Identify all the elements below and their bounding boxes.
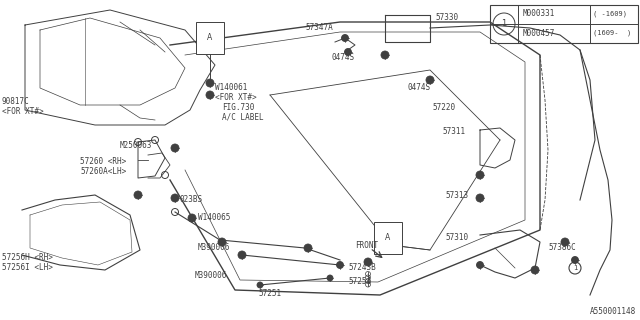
Text: 0474S: 0474S	[332, 53, 355, 62]
Text: <FOR XT#>: <FOR XT#>	[215, 92, 257, 101]
Text: 1: 1	[573, 265, 577, 271]
Circle shape	[477, 261, 483, 268]
Circle shape	[171, 144, 179, 152]
Text: M390006: M390006	[198, 244, 230, 252]
Circle shape	[342, 35, 349, 42]
Text: W140061: W140061	[215, 84, 248, 92]
Text: M250063: M250063	[120, 140, 152, 149]
Text: A/C LABEL: A/C LABEL	[222, 113, 264, 122]
Circle shape	[238, 251, 246, 259]
Text: 57260A<LH>: 57260A<LH>	[80, 167, 126, 177]
Text: FIG.730: FIG.730	[222, 103, 254, 113]
Circle shape	[561, 238, 569, 246]
Text: M000457: M000457	[523, 28, 556, 37]
Text: 57310: 57310	[445, 234, 468, 243]
Circle shape	[206, 91, 214, 99]
Circle shape	[337, 261, 344, 268]
Text: 57260 <RH>: 57260 <RH>	[80, 157, 126, 166]
Circle shape	[572, 257, 579, 263]
Circle shape	[476, 171, 484, 179]
Circle shape	[531, 266, 539, 274]
Text: 57386C: 57386C	[548, 244, 576, 252]
Text: A: A	[207, 34, 212, 43]
Text: (1609-  ): (1609- )	[593, 30, 631, 36]
Text: FRONT: FRONT	[355, 241, 378, 250]
Circle shape	[171, 194, 179, 202]
Text: 57313: 57313	[445, 190, 468, 199]
Text: 57254: 57254	[348, 277, 371, 286]
Circle shape	[476, 194, 484, 202]
Circle shape	[206, 79, 214, 87]
Text: M390006: M390006	[195, 270, 227, 279]
Text: <FOR XT#>: <FOR XT#>	[2, 107, 44, 116]
Circle shape	[426, 76, 434, 84]
Circle shape	[364, 258, 372, 266]
Circle shape	[134, 191, 142, 199]
Text: 57330: 57330	[435, 13, 458, 22]
Text: 57243B: 57243B	[348, 263, 376, 273]
Circle shape	[381, 51, 389, 59]
Text: A550001148: A550001148	[589, 307, 636, 316]
Text: 90817C: 90817C	[2, 98, 29, 107]
Text: 57311: 57311	[442, 127, 465, 137]
Text: A: A	[385, 234, 390, 243]
Text: 023BS: 023BS	[180, 196, 203, 204]
Text: W140065: W140065	[198, 213, 230, 222]
Text: 57220: 57220	[432, 103, 455, 113]
Text: ( -1609): ( -1609)	[593, 11, 627, 17]
Text: 0474S: 0474S	[408, 84, 431, 92]
Text: 57256H <RH>: 57256H <RH>	[2, 253, 53, 262]
Text: 1: 1	[501, 20, 507, 28]
Text: M000331: M000331	[523, 10, 556, 19]
Text: 57256I <LH>: 57256I <LH>	[2, 263, 53, 273]
FancyBboxPatch shape	[490, 5, 638, 43]
Circle shape	[344, 49, 351, 55]
Circle shape	[188, 214, 196, 222]
Circle shape	[218, 238, 226, 246]
Circle shape	[257, 282, 263, 288]
Text: 57251: 57251	[258, 290, 281, 299]
Circle shape	[327, 275, 333, 281]
Text: 57347A: 57347A	[305, 23, 333, 33]
Circle shape	[304, 244, 312, 252]
